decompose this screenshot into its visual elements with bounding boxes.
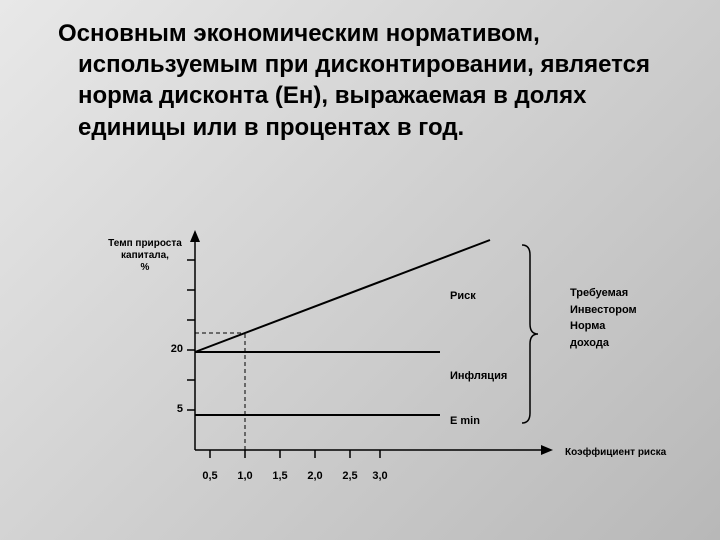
- y-axis-label-line: %: [100, 262, 190, 274]
- x-tick-label: 1,0: [230, 470, 260, 482]
- chart-container: Темп приростакапитала,% Коэффициент риск…: [0, 230, 720, 540]
- x-tick-label: 1,5: [265, 470, 295, 482]
- brace-label-line: Инвестором: [570, 302, 637, 319]
- x-tick-label: 2,0: [300, 470, 330, 482]
- x-tick-label: 0,5: [195, 470, 225, 482]
- brace-label: ТребуемаяИнвесторомНормадохода: [570, 285, 637, 351]
- chart-svg: [0, 230, 720, 540]
- y-axis-label: Темп приростакапитала,%: [100, 238, 190, 274]
- x-axis-label: Коэффициент риска: [565, 447, 666, 458]
- y-axis-label-line: Темп прироста: [100, 238, 190, 250]
- brace-label-line: Требуемая: [570, 285, 637, 302]
- x-tick-label: 3,0: [365, 470, 395, 482]
- main-heading: Основным экономическим нормативом, испол…: [28, 18, 692, 143]
- y-tick-label: 20: [153, 343, 183, 355]
- y-axis-label-line: капитала,: [100, 250, 190, 262]
- line-label: Инфляция: [450, 370, 507, 382]
- brace-label-line: Норма: [570, 318, 637, 335]
- x-tick-label: 2,5: [335, 470, 365, 482]
- brace-label-line: дохода: [570, 335, 637, 352]
- line-label: Риск: [450, 290, 476, 302]
- y-tick-label: 5: [153, 403, 183, 415]
- line-label: E min: [450, 415, 480, 427]
